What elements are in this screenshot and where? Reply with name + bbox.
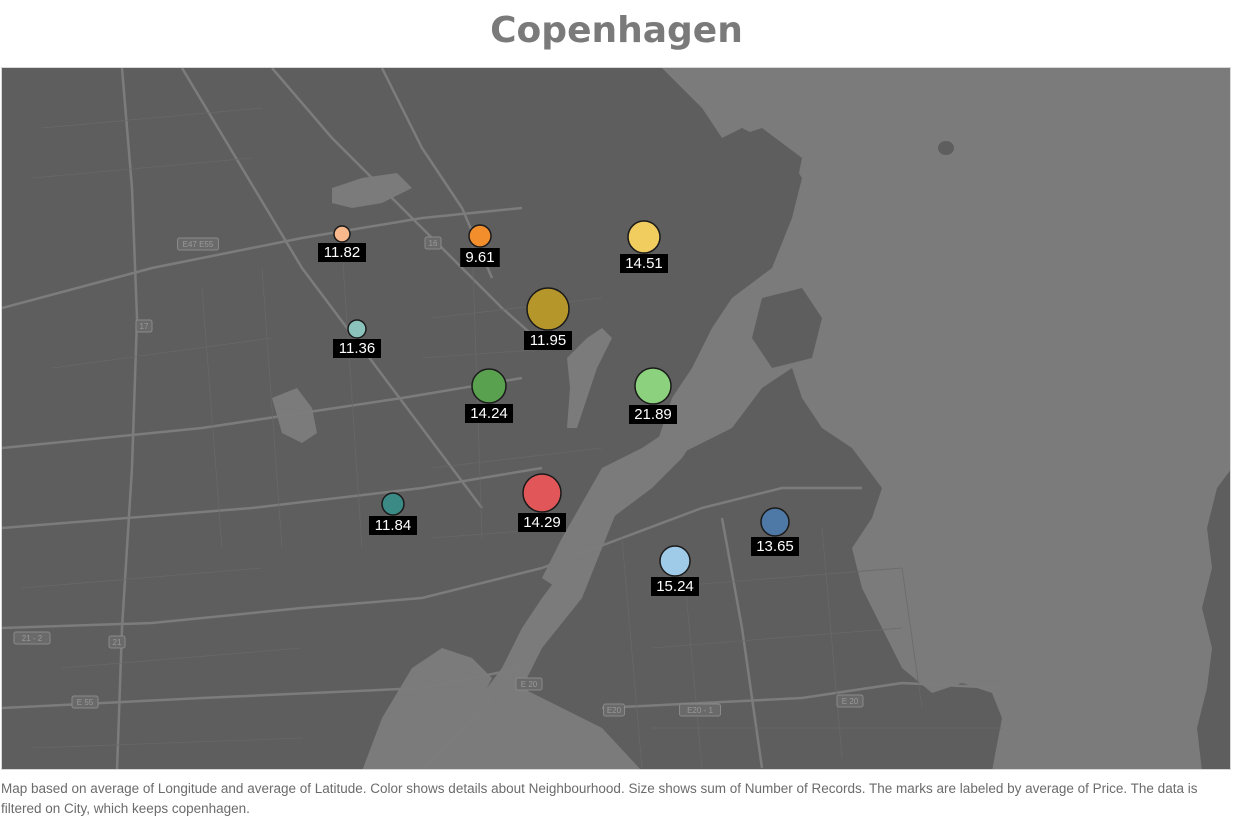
road-shield: E 20 xyxy=(836,694,864,708)
map-mark-label-bg xyxy=(465,404,513,423)
map-mark-label-bg xyxy=(620,254,668,273)
road-shield: E20 xyxy=(603,703,625,717)
map-mark[interactable]: 11.84 xyxy=(369,492,417,535)
island-fort xyxy=(938,141,954,155)
map-mark[interactable]: 14.29 xyxy=(518,473,566,532)
map-mark-label: 14.24 xyxy=(470,405,508,422)
map-mark-label-bg xyxy=(333,339,381,358)
map-caption: Map based on average of Longitude and av… xyxy=(1,781,1198,816)
road-shield: 16 xyxy=(424,236,442,250)
map-mark-label-bg xyxy=(651,577,699,596)
svg-text:E47 E55: E47 E55 xyxy=(183,240,214,249)
map-mark-label: 11.36 xyxy=(339,340,375,357)
svg-text:21: 21 xyxy=(113,638,122,647)
map-mark-label: 13.65 xyxy=(756,538,794,555)
svg-text:E 20: E 20 xyxy=(521,680,538,689)
svg-text:21 - 2: 21 - 2 xyxy=(22,634,43,643)
road-shield: 17 xyxy=(135,319,153,333)
map-mark[interactable]: 15.24 xyxy=(651,545,699,596)
road-shield: E20 - 1 xyxy=(679,703,721,717)
map-mark-circle[interactable] xyxy=(468,224,492,248)
svg-text:E 55: E 55 xyxy=(77,698,94,707)
map-mark-circle[interactable] xyxy=(659,545,691,577)
map-canvas[interactable]: E47 E55 16 17 21 - 2 21 E 55 E 20 E20 E20 - 1 E 2… xyxy=(2,68,1231,770)
map-mark-label-bg xyxy=(460,248,500,267)
map-mark[interactable]: 11.82 xyxy=(318,225,366,262)
lake-utterslev xyxy=(332,173,412,208)
map-mark-label-bg xyxy=(751,537,799,556)
road-shield: E 55 xyxy=(71,695,99,709)
road-shield: 21 - 2 xyxy=(13,631,51,645)
map-mark-circle[interactable] xyxy=(526,287,570,331)
map-mark-label: 11.84 xyxy=(375,517,411,534)
map-mark-label: 14.29 xyxy=(523,514,561,531)
map-mark-label-bg xyxy=(518,513,566,532)
map-mark[interactable]: 13.65 xyxy=(751,507,799,556)
road-network xyxy=(2,68,1063,769)
map-mark-label: 11.82 xyxy=(324,244,360,261)
map-mark-label: 14.51 xyxy=(625,255,663,272)
land-harbor-island xyxy=(752,288,822,368)
svg-text:E20: E20 xyxy=(607,706,622,715)
map-mark[interactable]: 9.61 xyxy=(460,224,500,267)
map-marks[interactable]: 11.82 9.61 14.51 11.36 11.95 14.24 21.89 11.84 1… xyxy=(318,220,799,596)
map-mark-circle[interactable] xyxy=(471,368,507,404)
map-mark[interactable]: 21.89 xyxy=(629,367,677,424)
road-shields: E47 E55 16 17 21 - 2 21 E 55 E 20 E20 E20 - 1 E 2… xyxy=(13,236,864,717)
land-east-coast xyxy=(1197,470,1230,769)
svg-text:17: 17 xyxy=(140,322,149,331)
map-mark-circle[interactable] xyxy=(634,367,672,405)
map-mark[interactable]: 11.36 xyxy=(333,319,381,358)
lake-damhus xyxy=(272,388,317,443)
road-shield: E 20 xyxy=(515,677,543,691)
svg-text:16: 16 xyxy=(429,239,438,248)
map-mark-circle[interactable] xyxy=(381,492,405,516)
map-mark[interactable]: 14.24 xyxy=(465,368,513,423)
bay-south xyxy=(362,648,492,769)
map-mark-circle[interactable] xyxy=(522,473,562,513)
page-title: Copenhagen xyxy=(490,10,743,51)
road-shield: 21 xyxy=(108,635,126,649)
lakes-city xyxy=(567,328,612,428)
map-mark-label: 15.24 xyxy=(656,578,694,595)
map-mark-label-bg xyxy=(369,516,417,535)
map-mark-label-bg xyxy=(524,331,572,350)
map-mark[interactable]: 11.95 xyxy=(524,287,572,350)
svg-text:E 20: E 20 xyxy=(842,697,859,706)
map-mark-circle[interactable] xyxy=(333,225,351,243)
map-mark-circle[interactable] xyxy=(347,319,367,339)
road-shield: E47 E55 xyxy=(177,237,219,251)
map-mark-circle[interactable] xyxy=(760,507,790,537)
svg-text:E20 - 1: E20 - 1 xyxy=(687,706,713,715)
map-mark-label: 9.61 xyxy=(465,249,494,266)
map-view[interactable]: E47 E55 16 17 21 - 2 21 E 55 E 20 E20 E20 - 1 E 2… xyxy=(1,67,1231,770)
map-mark-label: 21.89 xyxy=(634,406,672,423)
map-mark-label-bg xyxy=(318,243,366,262)
harbor-channel xyxy=(542,408,702,588)
map-mark[interactable]: 14.51 xyxy=(620,220,668,273)
land-harbor-north xyxy=(702,128,802,238)
map-mark-label: 11.95 xyxy=(530,332,566,349)
map-mark-label-bg xyxy=(629,405,677,424)
map-mark-circle[interactable] xyxy=(627,220,661,254)
land-amager xyxy=(522,368,1002,769)
